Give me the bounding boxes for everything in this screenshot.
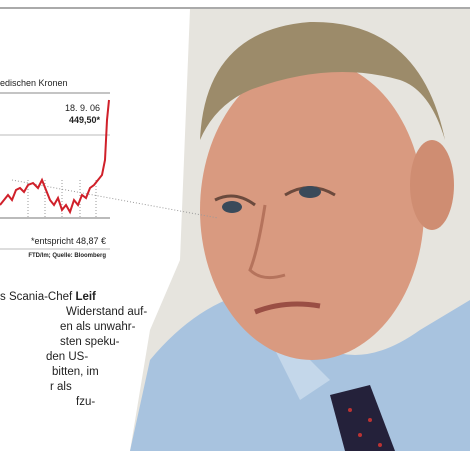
body-line: fzu- <box>76 396 95 408</box>
body-bold: Leif <box>75 291 96 303</box>
body-line: bitten, im <box>52 366 99 378</box>
body-line: sten speku- <box>60 336 120 348</box>
photo <box>130 9 470 451</box>
body-line: en als unwahr- <box>60 321 136 333</box>
chart-footnote: *entspricht 48,87 € <box>31 236 106 246</box>
page: {"chart": {"caption": "edischen Kronen",… <box>0 0 470 451</box>
chart-date: 18. 9. 06 <box>65 103 100 113</box>
body-text: s Scania-Chef Leif Widerstand auf-en als… <box>0 291 147 408</box>
chart-last-value: 449,50* <box>69 115 101 125</box>
body-line: den US- <box>46 351 88 363</box>
clipping: edischen Kronen 18. 9. 06 449,50* *entsp… <box>0 0 470 451</box>
body-lead: s Scania-Chef <box>0 291 73 303</box>
body-line: r als <box>50 381 72 393</box>
body-line: Widerstand auf- <box>66 306 147 318</box>
chart-source: FTD/lm; Quelle: Bloomberg <box>28 253 106 259</box>
chart-caption: edischen Kronen <box>0 78 68 88</box>
body-line: s Scania-Chef Leif <box>0 291 96 303</box>
